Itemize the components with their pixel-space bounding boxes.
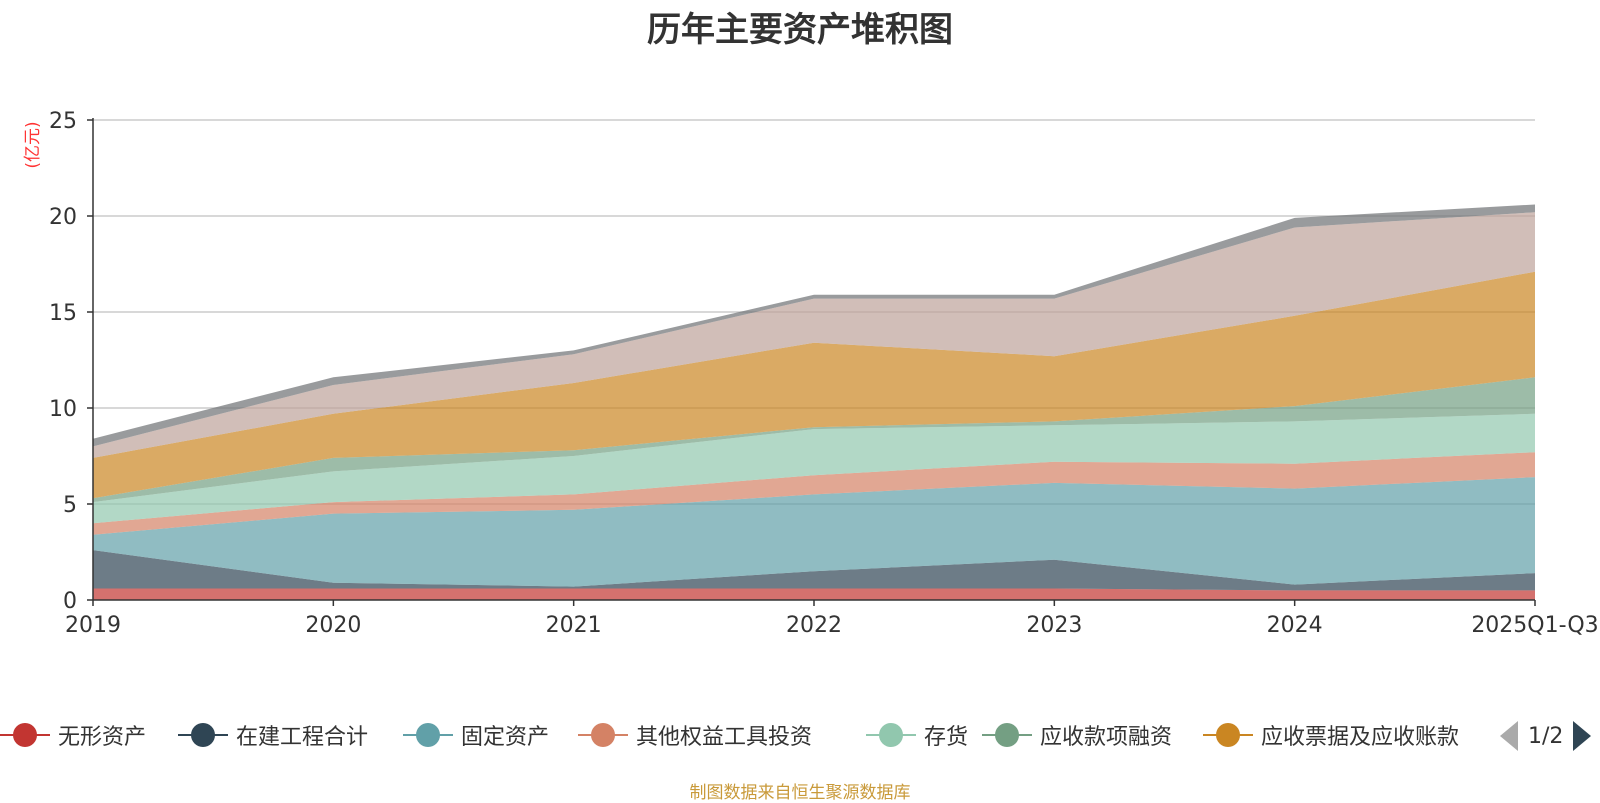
legend-prev-page-button[interactable] (1500, 721, 1518, 751)
legend-marker-icon (578, 722, 628, 748)
legend-label: 应收票据及应收账款 (1261, 725, 1460, 750)
chart-title: 历年主要资产堆积图 (647, 10, 953, 50)
y-tick-label: 20 (49, 205, 77, 230)
y-axis-unit-label: (亿元) (23, 121, 43, 168)
legend-marker-icon (178, 722, 228, 748)
legend-marker-icon (982, 722, 1032, 748)
legend-marker-icon (0, 722, 50, 748)
legend-label: 存货 (924, 725, 969, 750)
legend-item-应收款项融资[interactable]: 应收款项融资 (982, 715, 1172, 755)
legend-marker-icon (866, 722, 916, 748)
legend-item-固定资产[interactable]: 固定资产 (403, 715, 549, 755)
legend-item-存货[interactable]: 存货 (866, 715, 968, 755)
y-tick-label: 25 (49, 109, 77, 134)
legend-item-其他权益工具投资[interactable]: 其他权益工具投资 (578, 715, 812, 755)
x-tick-label: 2025Q1-Q3 (1471, 613, 1598, 638)
legend-label: 在建工程合计 (236, 725, 369, 750)
area-series-其他权益工具投资[interactable] (93, 452, 1535, 535)
x-tick-label: 2022 (786, 613, 842, 638)
area-series-固定资产[interactable] (93, 477, 1535, 587)
legend-label: 无形资产 (58, 725, 147, 750)
area-series-无形资产[interactable] (93, 588, 1535, 601)
legend-item-无形资产[interactable]: 无形资产 (0, 715, 146, 755)
x-tick-label: 2021 (546, 613, 602, 638)
y-tick-label: 5 (63, 493, 77, 518)
legend-item-应收票据及应收账款[interactable]: 应收票据及应收账款 (1203, 715, 1459, 755)
legend-page-indicator: 1/2 (1528, 723, 1564, 749)
x-tick-label: 2019 (65, 613, 121, 638)
y-tick-label: 10 (49, 397, 77, 422)
legend: 无形资产 在建工程合计 固定资产 其他权益工具投资 存货 应收款项融资 应收票据及应收账款 (0, 715, 1600, 755)
y-tick-label: 15 (49, 301, 77, 326)
area-series-series-7[interactable] (93, 212, 1535, 458)
area-series-存货[interactable] (93, 413, 1535, 524)
source-note: 制图数据来自恒生聚源数据库 (689, 783, 911, 803)
axis-layer: 0 5 10 15 20 25 2019 2020 2021 2022 2023 2024 2025Q1… (49, 109, 1599, 638)
legend-marker-icon (1203, 722, 1253, 748)
legend-pager: 1/2 (1500, 718, 1592, 754)
x-tick-label: 2023 (1026, 613, 1082, 638)
legend-item-在建工程合计[interactable]: 在建工程合计 (178, 715, 368, 755)
legend-marker-icon (403, 722, 453, 748)
legend-next-page-button[interactable] (1573, 721, 1592, 751)
area-layer (93, 204, 1535, 601)
legend-label: 固定资产 (461, 725, 550, 750)
x-tick-label: 2020 (305, 613, 361, 638)
area-series-应收票据及应收账款[interactable] (93, 271, 1535, 499)
legend-label: 其他权益工具投资 (636, 725, 813, 750)
legend-label: 应收款项融资 (1040, 725, 1173, 750)
y-tick-label: 0 (63, 589, 77, 614)
x-tick-label: 2024 (1267, 613, 1323, 638)
area-series-在建工程合计[interactable] (93, 550, 1535, 591)
stacked-area-chart: 0 5 10 15 20 25 2019 2020 2021 2022 2023 2024 2025Q1… (23, 109, 1599, 638)
